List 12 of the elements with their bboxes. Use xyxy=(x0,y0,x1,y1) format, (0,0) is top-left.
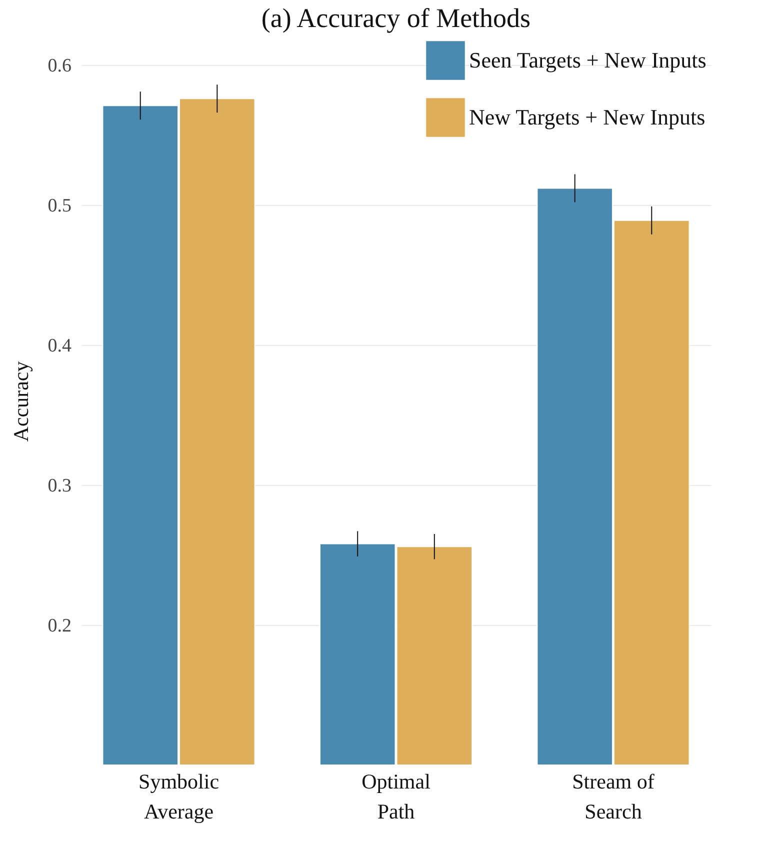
y-tick-label: 0.2 xyxy=(48,616,72,636)
chart-title: (a) Accuracy of Methods xyxy=(261,3,531,33)
y-tick-label: 0.4 xyxy=(48,336,72,356)
x-tick-label: Optimal Path xyxy=(362,770,431,824)
legend-label: New Targets + New Inputs xyxy=(469,104,706,130)
y-tick-label: 0.5 xyxy=(48,196,72,216)
x-tick-label: Symbolic Average xyxy=(138,770,220,824)
x-tick-label: Stream of Search xyxy=(572,770,654,824)
legend-label: Seen Targets + New Inputs xyxy=(469,48,706,72)
y-axis-title: Accuracy xyxy=(8,360,33,442)
y-tick-label: 0.6 xyxy=(48,56,72,76)
y-tick-label: 0.3 xyxy=(48,476,72,496)
